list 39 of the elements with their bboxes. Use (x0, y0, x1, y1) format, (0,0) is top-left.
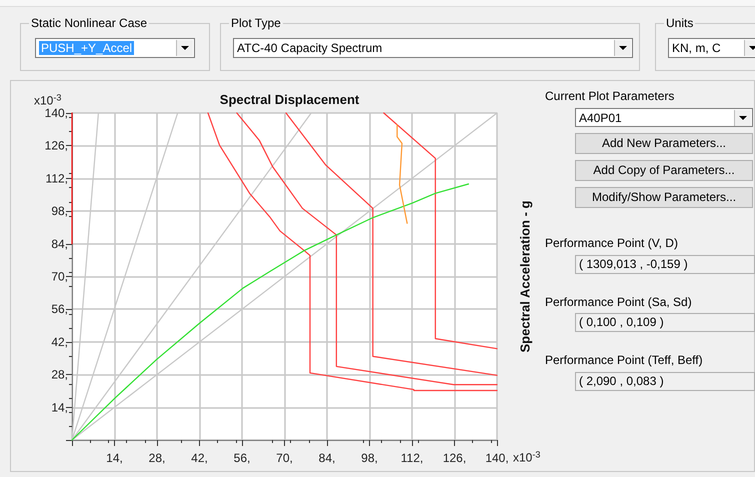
x-tick-label: 112, (400, 451, 424, 465)
text: Performance Point (V, D) (545, 236, 678, 250)
x-tick-label: 126, (442, 451, 466, 465)
text: KN, m, C (672, 41, 721, 55)
text: Units (664, 16, 696, 30)
text: ATC-40 Capacity Spectrum (237, 41, 382, 55)
text: Modify/Show Parameters... (575, 187, 753, 208)
x-tick-label: 84, (318, 451, 336, 465)
text: A40P01 (579, 111, 622, 125)
text: Plot Type (229, 16, 283, 30)
y-tick-label: 140, (44, 106, 68, 120)
x-tick-label: 140, (485, 451, 509, 465)
x-tick-label: 14, (106, 451, 123, 465)
x-tick-label: 42, (191, 451, 208, 465)
y-tick-label: 42, (51, 334, 68, 349)
y-tick-label: 28, (51, 368, 68, 382)
text: PUSH_+Y_Accel (39, 41, 134, 55)
x-tick-label: 70, (276, 451, 293, 465)
y-tick-label: 98, (51, 204, 68, 218)
text: ( 0,100 , 0,109 ) (575, 313, 755, 332)
text: Add New Parameters... (575, 133, 753, 154)
x-tick-label: 98, (361, 451, 378, 465)
y-tick-label: 126, (44, 138, 68, 153)
text: Performance Point (Sa, Sd) (545, 295, 692, 309)
text: Performance Point (Teff, Beff) (545, 353, 703, 367)
y-tick-label: 14, (51, 400, 68, 414)
text: ( 1309,013 , -0,159 ) (575, 255, 755, 274)
y-tick-label: 56, (51, 302, 68, 316)
x-tick-label: 28, (148, 451, 166, 465)
y-tick-label: 70, (51, 270, 68, 284)
x-axis-title: Spectral Displacement (220, 92, 360, 107)
y-axis-title: Spectral Acceleration - g (518, 200, 532, 352)
y-tick-label: 84, (51, 236, 68, 251)
text: Current Plot Parameters (545, 89, 674, 103)
text: ( 2,090 , 0,083 ) (575, 372, 755, 391)
text: Static Nonlinear Case (29, 16, 150, 30)
x-tick-label: 56, (234, 451, 250, 465)
text: Add Copy of Parameters... (575, 160, 753, 181)
y-tick-label: 112, (46, 171, 68, 186)
